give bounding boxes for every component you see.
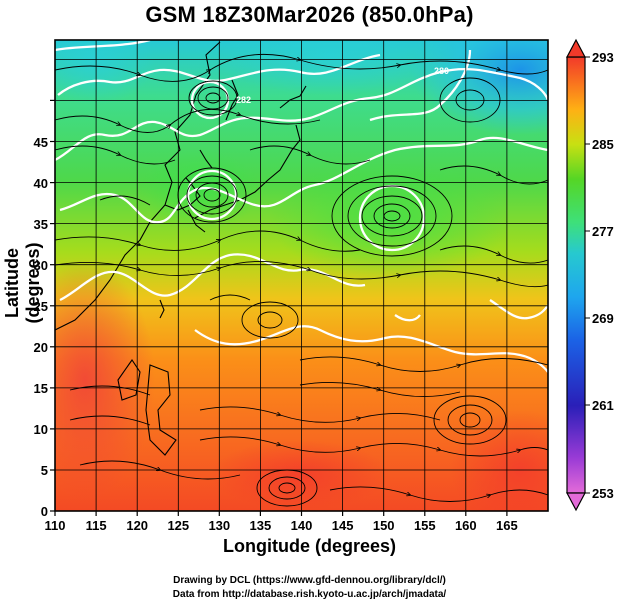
colorbar-tick-label: 285 [592,137,614,152]
coastlines [55,41,307,456]
x-tick-label: 145 [332,518,354,533]
credit-data: Data from http://database.rish.kyoto-u.a… [172,589,447,600]
x-tick-label: 135 [250,518,272,533]
y-tick-label: 25 [34,299,48,314]
x-tick-label: 165 [496,518,518,533]
x-tick-label: 125 [167,518,189,533]
x-axis-label: Longitude (degrees) [222,536,396,556]
colorbar-top-triangle [566,38,586,58]
contour-label: 282 [236,95,251,105]
colorbar-tick-label: 293 [592,50,614,65]
x-tick-labels: 110 115 120 125 130 135 140 145 150 155 … [45,518,518,533]
lat-lon-grid [55,40,548,511]
colorbar-bottom-triangle [566,492,586,512]
y-tick-label: 30 [34,258,48,273]
y-axis [50,99,55,512]
y-tick-label: 20 [34,340,48,355]
y-tick-label: 5 [41,463,48,478]
colorbar-tick-label: 277 [592,224,614,239]
temperature-field [55,40,548,511]
y-tick-labels: 0 5 10 15 20 25 30 35 40 45 [34,135,48,519]
contour-labels: 282 280 [236,66,449,105]
y-tick-label: 10 [34,422,48,437]
y-tick-label: 35 [34,217,48,232]
x-tick-label: 120 [126,518,148,533]
x-axis [54,511,508,516]
contour-label: 280 [434,66,449,76]
streamlines [55,53,548,507]
chart-title: GSM 18Z30Mar2026 (850.0hPa) [145,2,474,27]
y-tick-label: 15 [34,381,48,396]
y-tick-label: 0 [41,504,48,519]
y-axis-label: Latitude (degrees) [2,242,43,324]
y-tick-label: 40 [34,176,48,191]
y-tick-label: 45 [34,135,48,150]
vortex-central-pacific [331,175,453,257]
x-tick-label: 130 [208,518,230,533]
colorbar-gradient [566,56,586,494]
x-tick-label: 150 [373,518,395,533]
x-tick-label: 115 [86,518,107,533]
colorbar-tick-label: 261 [592,398,614,413]
flow-lines [55,53,548,502]
x-tick-label: 110 [45,518,66,533]
x-tick-label: 140 [291,518,313,533]
colorbar: 293 285 277 269 261 253 [566,38,614,512]
x-tick-label: 155 [414,518,436,533]
vortex-philippine-sea [241,301,299,339]
colorbar-tick-label: 253 [592,486,614,501]
credit-drawing: Drawing by DCL (https://www.gfd-dennou.o… [173,575,446,586]
x-tick-label: 160 [455,518,477,533]
colorbar-tick-label: 269 [592,311,614,326]
